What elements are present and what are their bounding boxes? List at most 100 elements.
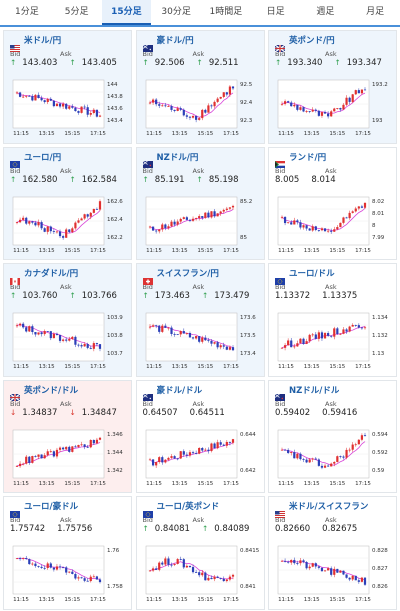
candle-body: [203, 449, 206, 451]
y-tick-label: 143.8: [107, 94, 123, 100]
currency-card[interactable]: NZドル/円 Bid Ask ↑ 85.191 ↑ 85.198 85.2 85 11:…: [135, 146, 265, 260]
candle-body: [25, 95, 28, 97]
currency-pair-name[interactable]: ユーロ/英ポンド: [156, 502, 220, 512]
candle-body: [86, 580, 89, 582]
price-chart-container[interactable]: 193.2 193 11:15 13:15 15:15 17:15: [275, 76, 395, 140]
tab-timeframe[interactable]: 日足: [266, 7, 285, 17]
candle-body: [172, 455, 176, 458]
price-chart-container[interactable]: 0.828 0.827 0.826 11:15 13:15 15:15 17:15: [275, 542, 395, 606]
currency-card[interactable]: 米ドル/円 Bid Ask ↑ 143.403 ↑ 143.405 144 143.8…: [3, 30, 132, 144]
price-chart-container[interactable]: 162.6 162.4 162.2 11:15 13:15 15:15 17:15: [10, 193, 130, 257]
y-tick-label: 162.4: [107, 217, 123, 223]
x-tick-label: 17:15: [223, 248, 239, 254]
price-chart-container[interactable]: 85.2 85 11:15 13:15 15:15 17:15: [143, 193, 263, 257]
candle-body: [188, 565, 191, 568]
x-tick-label: 11:15: [146, 364, 162, 370]
price-chart-container[interactable]: 92.5 92.4 92.3 11:15 13:15 15:15 17:15: [143, 76, 263, 140]
currency-card[interactable]: 英ポンド/円 Bid Ask ↑ 193.340 ↑ 193.347 193.2 19…: [268, 30, 397, 144]
candle-body: [311, 458, 314, 460]
candle-body: [28, 456, 31, 463]
candle-body: [31, 455, 34, 463]
price-chart-container[interactable]: 8.02 8.01 8 7.99 11:15 13:15 15:15 17:15: [275, 193, 395, 257]
tab-timeframe[interactable]: 1分足: [15, 7, 39, 17]
currency-card[interactable]: ユーロ/豪ドル Bid Ask 1.75742 1.75756 1.76 1.75…: [3, 496, 132, 610]
candle-body: [219, 441, 222, 445]
x-tick-label: 13:15: [39, 364, 55, 370]
price-chart-container[interactable]: 1.76 1.758 11:15 13:15 15:15 17:15: [10, 542, 130, 606]
candle-body: [209, 210, 213, 217]
price-chart-container[interactable]: 1.134 1.132 1.13 11:15 13:15 15:15 17:15: [275, 309, 395, 373]
moving-average-line: [281, 560, 366, 581]
currency-card[interactable]: ユーロ/英ポンド Bid Ask ↑ 0.84081 ↑ 0.84089 0.841…: [135, 496, 265, 610]
tab-timeframe[interactable]: 月足: [366, 7, 385, 17]
ask-price: ↑ 173.479: [201, 291, 250, 301]
price-chart-container[interactable]: 1.346 1.344 1.342 11:15 13:15 15:15 17:15: [10, 426, 130, 490]
candle-body: [154, 568, 157, 570]
currency-pair-name[interactable]: NZドル/円: [156, 152, 199, 163]
currency-pair-name[interactable]: ユーロ/円: [24, 152, 62, 163]
price-chart-container[interactable]: 0.594 0.592 0.59 11:15 13:15 15:15 17:15: [275, 426, 395, 490]
currency-card[interactable]: NZドル/ドル Bid Ask 0.59402 0.59416 0.594 0.5…: [268, 379, 397, 493]
currency-pair-name[interactable]: 米ドル/スイスフラン: [289, 502, 369, 512]
price-chart-container[interactable]: 173.6 173.5 173.4 11:15 13:15 15:15 17:15: [143, 309, 263, 373]
currency-card[interactable]: 英ポンド/ドル Bid Ask ↓ 1.34837 ↓ 1.34847 1.346 1…: [3, 379, 132, 493]
candle-body: [299, 453, 302, 459]
currency-card[interactable]: カナダドル/円 Bid Ask ↑ 103.760 ↑ 103.766 103.9 1…: [3, 263, 132, 377]
x-tick-label: 17:15: [223, 364, 239, 370]
price-values: 0.82660 0.82675: [269, 524, 396, 536]
y-tick-label: 162.6: [107, 199, 123, 205]
currency-card[interactable]: ユーロ/円 Bid Ask ↑ 162.580 ↑ 162.584 162.6 162…: [3, 146, 132, 260]
currency-card[interactable]: ユーロ/ドル Bid Ask 1.13372 1.13375 1.134 1.13…: [268, 263, 397, 377]
price-chart-container[interactable]: 103.9 103.8 103.7 11:15 13:15 15:15 17:15: [10, 309, 130, 373]
price-chart-container[interactable]: 0.644 0.642 11:15 13:15 15:15 17:15: [143, 426, 263, 490]
x-tick-label: 15:15: [329, 248, 345, 254]
candle-body: [357, 90, 360, 94]
x-tick-label: 13:15: [171, 481, 187, 487]
currency-pair-name[interactable]: 英ポンド/円: [289, 36, 335, 46]
candle-body: [89, 112, 92, 115]
currency-pair-name[interactable]: 豪ドル/円: [156, 36, 194, 46]
price-chart: 1.134 1.132 1.13 11:15 13:15 15:15 17:15: [277, 312, 388, 370]
au-flag-icon: [142, 386, 153, 401]
price-chart-container[interactable]: 0.8415 0.841 11:15 13:15 15:15 17:15: [143, 542, 263, 606]
currency-card[interactable]: 豪ドル/円 Bid Ask ↑ 92.506 ↑ 92.511 92.5 92.4 92…: [135, 30, 265, 144]
up-arrow-icon: ↑: [69, 174, 76, 184]
candle-body: [52, 333, 55, 339]
currency-card[interactable]: 豪ドル/ドル Bid Ask 0.64507 0.64511 0.644 0.64…: [135, 379, 265, 493]
x-tick-label: 11:15: [13, 131, 29, 137]
currency-pair-name[interactable]: ユーロ/ドル: [289, 269, 335, 279]
tab-timeframe[interactable]: 週足: [316, 7, 335, 17]
nz-flag-icon: [142, 153, 153, 168]
tab-timeframe[interactable]: 1時間足: [209, 7, 243, 17]
candle-body: [308, 566, 311, 569]
candle-body: [148, 226, 151, 227]
currency-pair-name[interactable]: 英ポンド/ドル: [24, 385, 79, 396]
currency-card[interactable]: 米ドル/スイスフラン Bid Ask 0.82660 0.82675 0.828…: [268, 496, 397, 610]
currency-pair-name[interactable]: 米ドル/円: [24, 36, 62, 46]
currency-pair-name[interactable]: カナダドル/円: [24, 269, 79, 279]
tab-timeframe[interactable]: 30分足: [161, 7, 191, 17]
bid-price: 0.82660: [275, 524, 311, 534]
currency-pair-name[interactable]: スイスフラン/円: [156, 269, 219, 279]
tab-timeframe[interactable]: 5分足: [64, 7, 89, 17]
currency-card[interactable]: ランド/円 Bid Ask 8.005 8.014 8.02 8.01 8 7.99 1…: [268, 146, 397, 260]
ask-price: 1.75756: [57, 524, 93, 534]
x-tick-label: 15:15: [64, 248, 80, 254]
x-tick-label: 13:15: [304, 248, 320, 254]
x-tick-label: 13:15: [304, 131, 320, 137]
currency-pair-name[interactable]: NZドル/ドル: [289, 385, 340, 396]
price-chart-container[interactable]: 144 143.8 143.6 143.4 11:15 13:15 15:15 17:15: [10, 76, 130, 140]
candle-body: [363, 327, 367, 329]
bid-label: Bid: [275, 516, 286, 524]
currency-grid: 米ドル/円 Bid Ask ↑ 143.403 ↑ 143.405 144 143.8…: [3, 30, 397, 610]
tab-timeframe[interactable]: 15分足: [101, 0, 152, 25]
candle-body: [228, 86, 231, 95]
currency-pair-name[interactable]: ランド/円: [289, 152, 327, 163]
currency-card[interactable]: スイスフラン/円 Bid Ask ↑ 173.463 ↑ 173.479 173.6…: [135, 263, 265, 377]
candle-body: [209, 443, 213, 451]
currency-pair-name[interactable]: 豪ドル/ドル: [156, 385, 203, 396]
currency-pair-name[interactable]: ユーロ/豪ドル: [24, 502, 79, 512]
candle-body: [296, 563, 299, 564]
candle-body: [342, 329, 345, 334]
candle-body: [231, 347, 234, 351]
